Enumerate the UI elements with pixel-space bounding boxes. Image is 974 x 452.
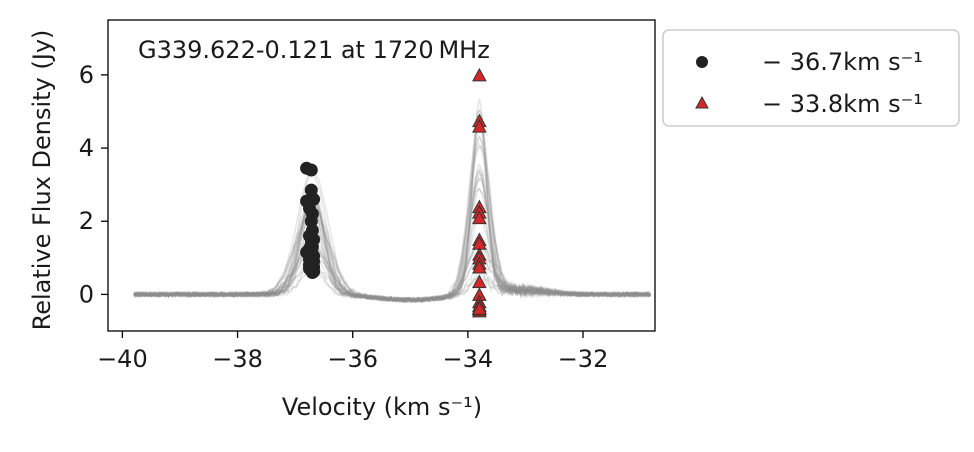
spectrum-line bbox=[133, 207, 651, 304]
legend: − 36.7km s⁻¹ − 33.8km s⁻¹ bbox=[662, 29, 960, 127]
spectrum-line bbox=[133, 207, 652, 304]
y-axis-title: Relative Flux Density (Jy) bbox=[28, 30, 56, 331]
x-tick-label: −34 bbox=[443, 345, 494, 373]
spectrum-line bbox=[133, 195, 651, 303]
background-spectra bbox=[133, 98, 652, 304]
spectrum-line bbox=[133, 187, 652, 303]
spectrum-line bbox=[133, 134, 651, 303]
spectrum-line bbox=[133, 125, 651, 304]
spectrum-line bbox=[133, 207, 651, 304]
spectrum-line bbox=[133, 177, 651, 303]
legend-marker-circle bbox=[696, 56, 708, 68]
data-point-circle bbox=[305, 255, 319, 268]
spectrum-line bbox=[133, 192, 651, 303]
y-tick-label: 2 bbox=[79, 207, 94, 235]
y-axis-ticks: 0 2 4 6 bbox=[79, 61, 108, 308]
y-tick-label: 4 bbox=[79, 134, 94, 162]
spectrum-line bbox=[133, 171, 652, 304]
spectrum-line bbox=[133, 177, 651, 304]
spectrum-line bbox=[133, 189, 652, 303]
spectrum-line bbox=[133, 163, 651, 304]
x-tick-label: −38 bbox=[212, 345, 263, 373]
spectrum-line bbox=[133, 120, 651, 304]
spectrum-line bbox=[133, 108, 652, 304]
data-points bbox=[300, 67, 487, 318]
spectrum-line bbox=[133, 168, 651, 304]
data-point-triangle bbox=[472, 67, 487, 82]
x-tick-label: −40 bbox=[97, 345, 148, 373]
spectrum-line bbox=[133, 118, 651, 303]
spectrum-line bbox=[133, 98, 652, 303]
spectrum-line bbox=[133, 171, 652, 303]
spectrum-line bbox=[133, 240, 651, 304]
y-tick-label: 6 bbox=[79, 61, 94, 89]
data-point-triangle bbox=[472, 210, 487, 225]
x-axis-ticks: −40 −38 −36 −34 −32 bbox=[97, 331, 608, 373]
data-point-circle bbox=[304, 163, 318, 177]
legend-label-series-1: − 36.7km s⁻¹ bbox=[762, 48, 923, 76]
x-tick-label: −36 bbox=[327, 345, 378, 373]
data-point-triangle bbox=[472, 259, 487, 274]
legend-box bbox=[662, 29, 960, 127]
plot-frame bbox=[107, 19, 656, 332]
spectrum-line bbox=[133, 236, 651, 304]
x-tick-label: −32 bbox=[558, 345, 609, 373]
x-axis-title: Velocity (km s⁻¹) bbox=[282, 393, 482, 421]
spectrum-line bbox=[133, 201, 652, 303]
spectrum-line bbox=[133, 108, 651, 303]
spectrum-line bbox=[133, 237, 652, 304]
spectrum-line bbox=[133, 145, 652, 303]
y-tick-label: 0 bbox=[79, 280, 94, 308]
data-point-triangle bbox=[472, 119, 487, 133]
legend-marker-triangle bbox=[695, 95, 709, 109]
spectrum-line bbox=[133, 142, 651, 302]
chart-annotation: G339.622-0.121 at 1720 MHz bbox=[138, 36, 490, 64]
spectrum-line bbox=[133, 187, 651, 304]
legend-label-series-2: − 33.8km s⁻¹ bbox=[762, 90, 923, 118]
spectrum-line bbox=[133, 135, 651, 303]
spectrum-line bbox=[133, 167, 651, 304]
data-point-triangle bbox=[472, 301, 487, 315]
spectrum-line bbox=[133, 252, 652, 304]
